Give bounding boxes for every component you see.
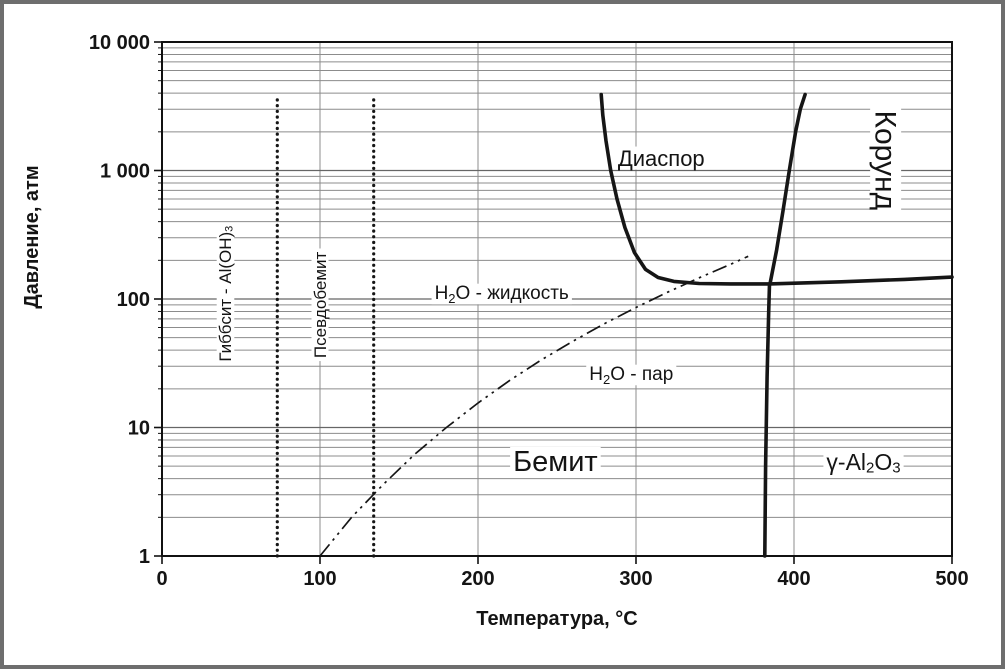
x-tick-label: 0 (156, 568, 167, 590)
phase-diagram-svg: 0 100 200 300 400 500 1 10 100 1 000 10 000 Темпера… (21, 32, 969, 630)
label-corundum: Корунд (869, 107, 902, 214)
label-corundum-bg (870, 107, 902, 214)
label-diaspore-bg (614, 146, 708, 170)
label-gamma-al2o3-bg (823, 449, 904, 475)
boehmite-gamma-al2o3-boundary (763, 282, 772, 558)
y-tick-label: 1 000 (100, 161, 150, 183)
label-pseudoboehmite: Псевдобемит (311, 248, 330, 362)
label-boehmite: Бемит (510, 446, 601, 478)
label-gibbsite-text: Гиббсит - Al(OH)3 (216, 226, 236, 362)
x-tick-label: 300 (619, 568, 652, 590)
phase-boundaries (275, 92, 954, 558)
label-water-vapor: H2O - пар (586, 364, 677, 387)
boehmite-diaspore-boundary (599, 92, 771, 286)
label-boehmite-bg (510, 446, 601, 477)
diaspore-corundum-boundary (768, 92, 807, 285)
region-labels: Диаспор Корунд Бемит γ-Al2O3 H2O - жидкость H… (216, 107, 904, 478)
gamma-al2o3-corundum-boundary (767, 275, 954, 286)
label-water-liquid-bg (431, 283, 572, 305)
label-diaspore-text: Диаспор (618, 146, 705, 171)
y-tick-label: 10 (128, 418, 150, 440)
label-pseudoboehmite-text: Псевдобемит (311, 251, 330, 358)
label-pseudoboehmite-bg (311, 248, 329, 362)
axes: 0 100 200 300 400 500 1 10 100 1 000 10 000 Темпера… (21, 32, 969, 630)
label-gamma-al2o3: γ-Al2O3 (823, 449, 904, 476)
label-water-vapor-text: H2O - пар (589, 364, 673, 387)
label-diaspore: Диаспор (614, 146, 708, 171)
label-gamma-al2o3-text: γ-Al2O3 (826, 449, 900, 476)
y-axis-title: Давление, атм (21, 165, 43, 308)
y-tick-label: 10 000 (89, 32, 150, 54)
x-tick-label: 500 (935, 568, 968, 590)
label-gibbsite-bg (216, 222, 235, 365)
y-tick-label: 1 (139, 546, 150, 568)
x-axis-title: Температура, °С (476, 608, 637, 630)
label-water-vapor-bg (586, 364, 677, 386)
label-boehmite-text: Бемит (513, 446, 598, 478)
x-tick-label: 100 (303, 568, 336, 590)
x-tick-label: 400 (777, 568, 810, 590)
label-water-liquid: H2O - жидкость (431, 283, 572, 306)
label-water-liquid-text: H2O - жидкость (435, 283, 569, 306)
x-tick-label: 200 (461, 568, 494, 590)
label-gibbsite: Гиббсит - Al(OH)3 (216, 222, 236, 365)
label-corundum-text: Корунд (869, 111, 902, 211)
y-tick-label: 100 (117, 289, 150, 311)
